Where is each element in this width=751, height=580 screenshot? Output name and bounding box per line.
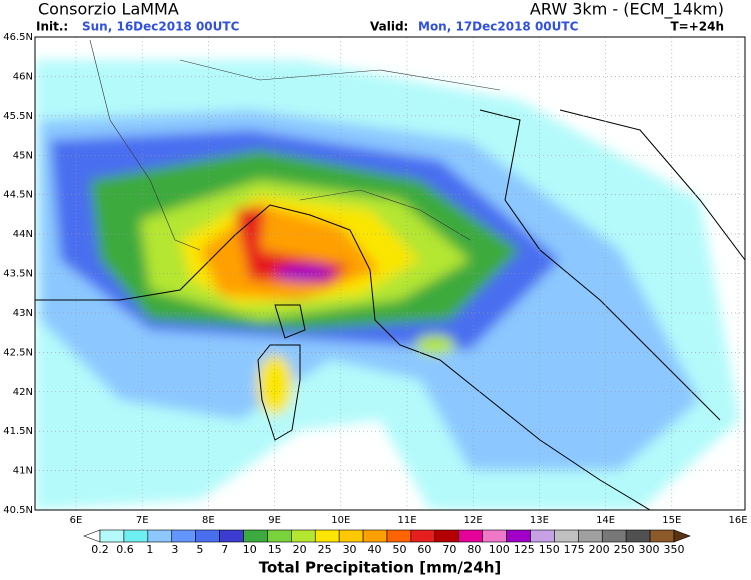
colorbar-box — [291, 529, 316, 543]
colorbar-box — [123, 529, 149, 543]
colorbar-box — [530, 529, 555, 543]
colorbar-triangle — [673, 529, 691, 543]
lat-label: 46.5N — [3, 32, 33, 43]
colorbar-box — [219, 529, 244, 543]
colorbar-level: 0.6 — [116, 543, 134, 556]
lon-label: 11E — [397, 515, 416, 526]
colorbar-level: 125 — [514, 543, 535, 556]
colorbar-level: 30 — [343, 543, 357, 556]
lat-label: 45N — [13, 150, 33, 161]
colorbar-level: 1 — [146, 543, 153, 556]
colorbar-box — [506, 529, 531, 543]
lon-label: 9E — [268, 515, 281, 526]
colorbar-box — [267, 529, 292, 543]
lon-label: 15E — [662, 515, 681, 526]
lat-label: 40.5N — [3, 505, 33, 516]
colorbar-level: 3 — [171, 543, 178, 556]
colorbar-level: 0.2 — [91, 543, 109, 556]
lon-label: 13E — [530, 515, 549, 526]
lat-label: 41.5N — [3, 426, 33, 437]
title-right: ARW 3km - (ECM_14km) — [530, 0, 724, 20]
colorbar-box — [195, 529, 220, 543]
colorbar-level: 80 — [467, 543, 481, 556]
lon-label: 14E — [596, 515, 615, 526]
lat-label: 43.5N — [3, 269, 33, 280]
valid-value: Mon, 17Dec2018 00UTC — [418, 20, 579, 34]
colorbar-box — [386, 529, 412, 543]
lon-label: 10E — [331, 515, 350, 526]
colorbar-level: 25 — [318, 543, 332, 556]
colorbar-box — [99, 529, 125, 543]
init-label: Init.: — [36, 20, 68, 34]
colorbar-box — [243, 529, 268, 543]
colorbar-level: 175 — [564, 543, 585, 556]
graticule — [35, 37, 745, 510]
colorbar-level: 250 — [614, 543, 635, 556]
lon-label: 6E — [70, 515, 83, 526]
lon-label: 12E — [464, 515, 483, 526]
colorbar-level: 20 — [293, 543, 307, 556]
colorbar-level: 50 — [392, 543, 406, 556]
colorbar-box — [338, 529, 364, 543]
colorbar-box — [314, 529, 340, 543]
lat-label: 42N — [13, 387, 33, 398]
colorbar-level: 200 — [589, 543, 610, 556]
colorbar-box — [649, 529, 675, 543]
colorbar-level: 15 — [268, 543, 282, 556]
colorbar-level: 350 — [664, 543, 685, 556]
lat-label: 42.5N — [3, 347, 33, 358]
colorbar-box — [362, 529, 388, 543]
colorbar-level: 300 — [639, 543, 660, 556]
init-value: Sun, 16Dec2018 00UTC — [82, 20, 240, 34]
colorbar-level: 100 — [489, 543, 510, 556]
colorbar-level: 5 — [196, 543, 203, 556]
lon-label: 7E — [136, 515, 149, 526]
colorbar-box — [625, 529, 651, 543]
colorbar-level: 150 — [539, 543, 560, 556]
colorbar-level: 40 — [368, 543, 382, 556]
precip-field — [35, 60, 740, 510]
coastlines — [35, 39, 745, 510]
colorbar-box — [434, 529, 460, 543]
colorbar-box — [410, 529, 436, 543]
colorbar-level: 60 — [417, 543, 431, 556]
colorbar-box — [578, 529, 603, 543]
lead-time: T=+24h — [670, 20, 724, 34]
colorbar-box — [147, 529, 173, 543]
valid-label: Valid: — [370, 20, 408, 34]
lat-label: 44.5N — [3, 190, 33, 201]
colorbar-triangle — [83, 529, 101, 543]
colorbar-box — [458, 529, 483, 543]
lat-label: 43N — [13, 308, 33, 319]
colorbar-level: 7 — [221, 543, 228, 556]
colorbar: 0.2 0.6 1 3 5 7 10 15 20 25 30 40 50 60 70 80 100 125 150 1… — [83, 529, 691, 556]
colorbar-box — [482, 529, 507, 543]
map-frame — [34, 36, 746, 511]
lat-label: 45.5N — [3, 111, 33, 122]
lat-label: 41N — [13, 466, 33, 477]
lat-label: 46N — [13, 71, 33, 82]
map — [35, 37, 745, 510]
colorbar-level: 70 — [442, 543, 456, 556]
colorbar-level: 10 — [243, 543, 257, 556]
colorbar-box — [171, 529, 196, 543]
title-left: Consorzio LaMMA — [38, 0, 179, 19]
colorbar-box — [554, 529, 579, 543]
colorbar-box — [601, 529, 627, 543]
lon-label: 16E — [728, 515, 747, 526]
lon-label: 8E — [202, 515, 215, 526]
lat-label: 44N — [13, 229, 33, 240]
colorbar-label: Total Precipitation [mm/24h] — [259, 559, 502, 577]
